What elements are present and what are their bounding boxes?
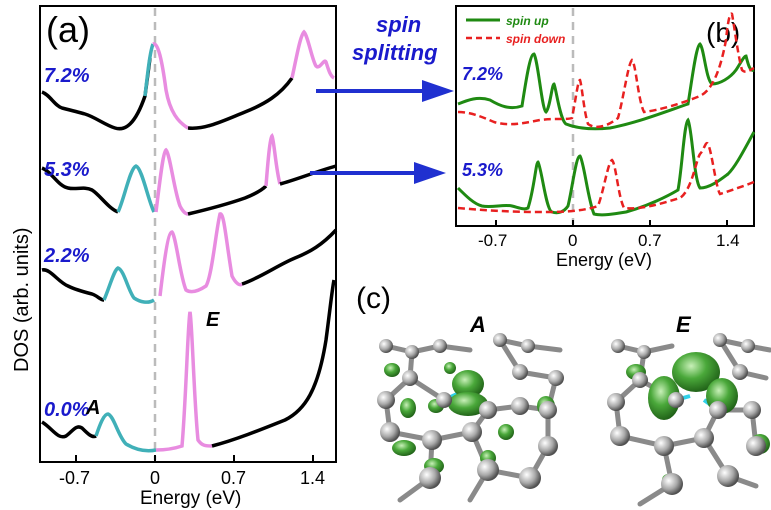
panel-a-curve-0.0-teal	[94, 412, 157, 453]
arrow-5.3	[310, 162, 446, 184]
panel-a-label-0.0: 0.0%	[44, 399, 90, 421]
legend-spin-up-label: spin up	[506, 14, 549, 28]
panel-a-curve-0.0	[41, 420, 97, 439]
panel-b-7.2-spin-down	[457, 12, 755, 129]
panel-a-label-2.2: 2.2%	[43, 245, 90, 267]
panel-b-label-7.2: 7.2%	[462, 64, 503, 84]
panel-b-5.3-spin-down	[457, 141, 755, 214]
state-label-A: A	[85, 397, 100, 419]
panel-a-label-5.3: 5.3%	[44, 159, 90, 181]
panel-b-xtick-0.7: 0.7	[638, 231, 662, 250]
panel-a-curve-2.2-teal	[102, 266, 155, 304]
panel-a-curve-7.2	[41, 57, 152, 131]
panel-b-xtick-1.4: 1.4	[716, 231, 740, 250]
panel-a-curve-2.2-tail	[241, 228, 338, 286]
panel-a-curve-5.3-tail2	[279, 164, 337, 186]
panel-b-xlabel: Energy (eV)	[556, 250, 652, 270]
spin-splitting-line1: spin	[376, 12, 421, 37]
panel-a-xtick-neg0.7: -0.7	[59, 468, 90, 488]
panel-a-ticks	[75, 455, 314, 462]
panel-a-curve-5.3	[41, 166, 119, 214]
panel-b-ticks	[495, 220, 728, 226]
arrow-7.2	[316, 80, 454, 102]
panel-b-label: (b)	[706, 17, 740, 48]
panel-a-curve-7.2-pink2	[290, 29, 336, 80]
panel-a-label: (a)	[46, 9, 90, 50]
legend-spin-down-label: spin down	[506, 32, 565, 46]
panel-a-curve-0.0-tail	[211, 279, 336, 448]
panel-a-curve-5.3-tail	[187, 184, 268, 216]
panel-a-xlabel: Energy (eV)	[140, 488, 241, 509]
panel-a-curve-7.2-tail	[187, 76, 294, 130]
structure-A-image	[377, 333, 564, 503]
panel-c-title-E: E	[676, 312, 692, 337]
panel-a-xtick-1.4: 1.4	[300, 468, 325, 488]
panel-a-curve-0.0-pink	[155, 311, 213, 452]
panel-b-5.3-spin-up	[456, 117, 756, 217]
panel-a-curve-2.2-pink	[158, 212, 244, 297]
panel-a-curve-5.3-teal	[116, 164, 156, 213]
panel-a-curve-5.3-pink	[154, 147, 189, 216]
panel-b-frame	[455, 5, 755, 227]
panel-b-label-5.3: 5.3%	[462, 160, 503, 180]
panel-a-xtick-0.7: 0.7	[221, 468, 246, 488]
panel-b-7.2-spin-up	[457, 42, 755, 131]
panel-b-xtick-0: 0	[568, 231, 577, 250]
panel-c-label: (c)	[356, 282, 391, 315]
panel-a-curve-2.2	[41, 268, 105, 302]
panel-a-xtick-0: 0	[150, 468, 160, 488]
panel-a-curve-5.3-pink2	[264, 133, 282, 187]
state-label-E: E	[206, 309, 220, 331]
panel-a-ylabel: DOS (arb. units)	[11, 228, 33, 372]
panel-a-frame	[39, 5, 337, 463]
spin-splitting-line2: splitting	[352, 40, 438, 65]
panel-a-curve-7.2-teal	[143, 43, 155, 97]
panel-c-title-A: A	[469, 312, 486, 337]
panel-a-label-7.2: 7.2%	[44, 65, 90, 87]
panel-a-curve-7.2-pink	[152, 42, 189, 130]
panel-b-xtick-neg0.7: -0.7	[478, 231, 507, 250]
structure-E-image	[607, 333, 771, 507]
